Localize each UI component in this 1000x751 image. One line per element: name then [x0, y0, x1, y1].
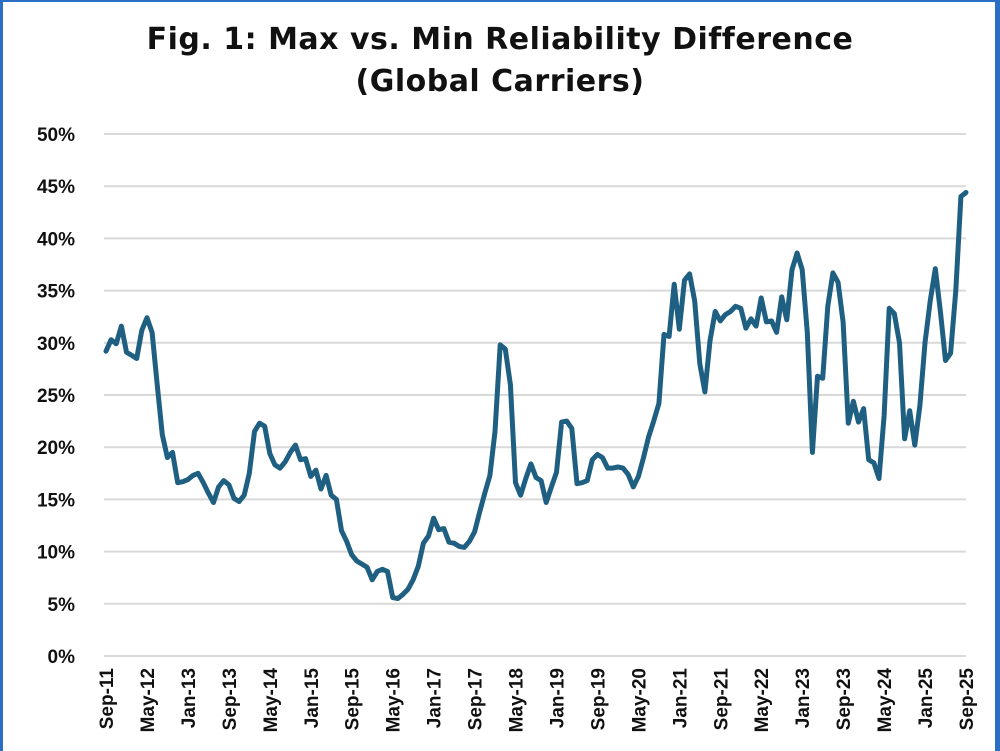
x-tick-label: Sep-15 — [343, 668, 364, 731]
x-tick-label: Sep-23 — [834, 668, 855, 730]
x-tick-label: May-18 — [507, 668, 528, 732]
x-tick-label: Sep-25 — [957, 668, 978, 731]
x-tick-label: May-12 — [138, 668, 159, 732]
series-line — [103, 190, 969, 602]
x-tick-label: Sep-21 — [711, 668, 732, 731]
y-tick-label: 20% — [37, 438, 75, 459]
y-axis-ticks: 0% 5% 10% 15% 20% 25% 30% 35% 40% 45% 50% — [37, 125, 75, 668]
x-tick-label: Sep-19 — [588, 668, 609, 730]
chart-subtitle: (Global Carriers) — [355, 64, 645, 99]
y-tick-label: 25% — [37, 386, 75, 407]
x-tick-label: May-24 — [875, 668, 896, 733]
x-tick-label: May-22 — [752, 668, 773, 732]
y-tick-label: 0% — [48, 647, 76, 668]
y-tick-label: 50% — [37, 125, 75, 146]
x-tick-label: Sep-11 — [97, 668, 118, 730]
x-tick-label: Sep-17 — [466, 668, 487, 730]
chart-title: Fig. 1: Max vs. Min Reliability Differen… — [146, 22, 854, 57]
x-tick-label: Jan-17 — [425, 668, 446, 728]
x-tick-label: Jan-25 — [916, 668, 937, 729]
image-frame-right — [995, 0, 1000, 751]
y-tick-label: 35% — [37, 282, 75, 303]
x-tick-label: May-14 — [261, 668, 282, 733]
y-tick-label: 10% — [37, 543, 75, 564]
series-group — [103, 190, 969, 602]
y-tick-label: 30% — [37, 334, 75, 355]
x-tick-label: May-16 — [384, 668, 405, 732]
x-tick-label: Jan-23 — [793, 668, 814, 728]
x-axis-ticks: Sep-11 May-12 Jan-13 Sep-13 May-14 Jan-15 Sep-… — [97, 668, 978, 733]
y-tick-label: 45% — [37, 177, 75, 198]
x-tick-label: Jan-15 — [302, 668, 323, 729]
x-tick-label: Jan-13 — [179, 668, 200, 728]
x-tick-label: Sep-13 — [220, 668, 241, 730]
image-frame-left — [0, 0, 3, 751]
y-tick-label: 40% — [37, 229, 75, 250]
x-tick-label: Jan-21 — [670, 668, 691, 729]
gridlines — [104, 133, 966, 657]
x-tick-label: Jan-19 — [547, 668, 568, 728]
x-tick-label: May-20 — [629, 668, 650, 732]
image-frame-top — [0, 0, 1000, 2]
y-tick-label: 5% — [48, 595, 76, 616]
y-tick-label: 15% — [37, 490, 75, 511]
